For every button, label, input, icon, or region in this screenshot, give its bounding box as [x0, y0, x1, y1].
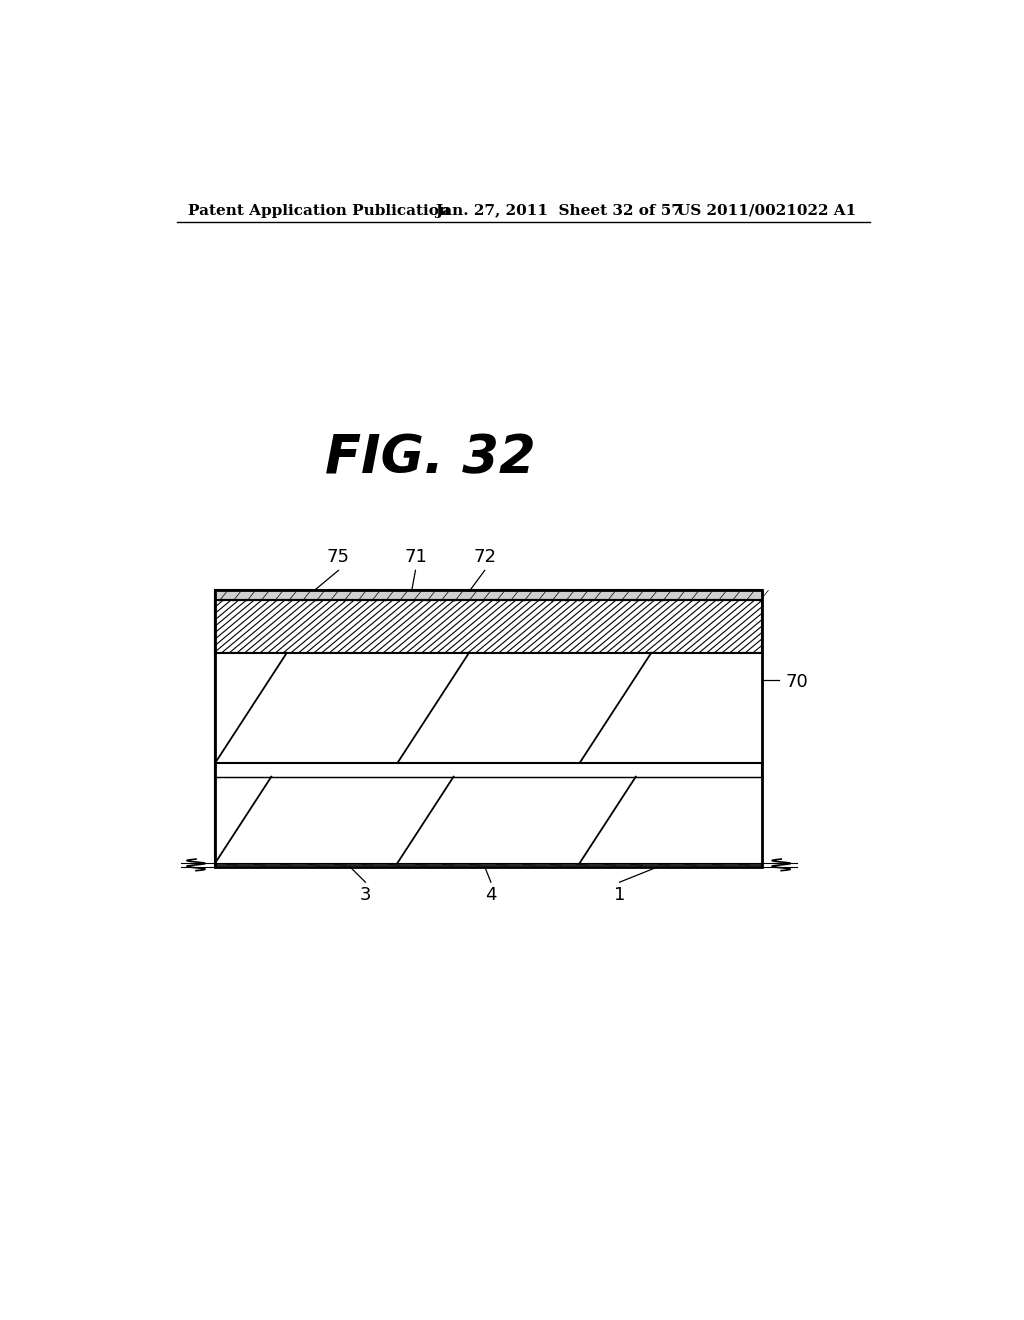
Text: 3: 3: [359, 886, 371, 904]
Text: Jan. 27, 2011  Sheet 32 of 57: Jan. 27, 2011 Sheet 32 of 57: [435, 203, 682, 218]
Bar: [215, 590, 762, 867]
Text: US 2011/0021022 A1: US 2011/0021022 A1: [677, 203, 856, 218]
Text: 1: 1: [613, 886, 626, 904]
Text: FIG. 32: FIG. 32: [326, 433, 537, 484]
Text: Patent Application Publication: Patent Application Publication: [188, 203, 451, 218]
Bar: [215, 590, 762, 601]
Bar: [215, 601, 762, 653]
Text: 4: 4: [485, 886, 497, 904]
Bar: [215, 863, 762, 867]
Text: 75: 75: [327, 549, 350, 566]
Bar: [215, 776, 762, 863]
Text: 70: 70: [785, 673, 808, 690]
Text: 71: 71: [404, 549, 427, 566]
Bar: [215, 590, 762, 867]
Text: 72: 72: [473, 549, 497, 566]
Bar: [215, 653, 762, 763]
